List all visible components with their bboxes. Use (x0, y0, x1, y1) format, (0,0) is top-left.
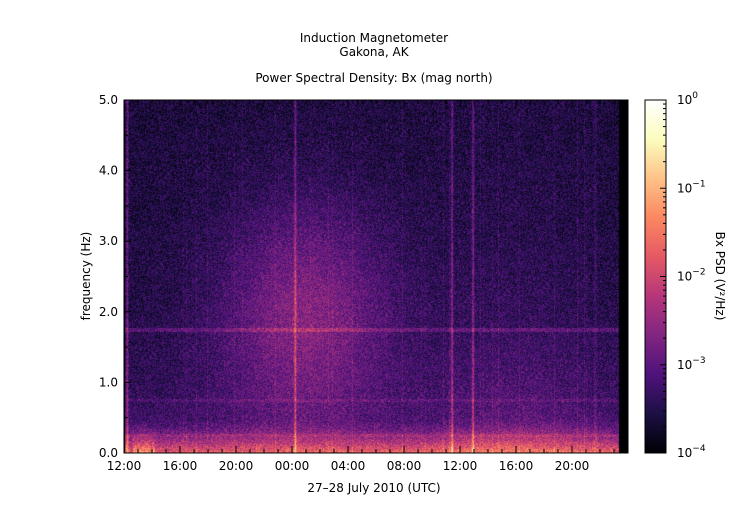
colorbar: 100 10−1 10−2 10−3 10−4 (644, 91, 706, 460)
x-tick-label: 20:00 (219, 459, 254, 473)
y-axis-label: frequency (Hz) (79, 232, 93, 321)
title-location: Gakona, AK (339, 45, 409, 59)
chart-subtitle: Power Spectral Density: Bx (mag north) (255, 71, 492, 85)
colorbar-tick-label: 100 (677, 91, 698, 107)
title-instrument: Induction Magnetometer (300, 31, 448, 45)
x-tick-label: 12:00 (443, 459, 478, 473)
y-tick-label: 5.0 (99, 93, 118, 107)
colorbar-tick-label: 10−1 (677, 179, 706, 195)
y-tick-label: 4.0 (99, 164, 118, 178)
colorbar-tick-label: 10−2 (677, 268, 706, 284)
colorbar-tick-label: 10−3 (677, 356, 706, 372)
x-tick-label: 04:00 (331, 459, 366, 473)
plot-area (123, 99, 629, 454)
y-axis: 0.0 1.0 2.0 3.0 4.0 5.0 (99, 93, 628, 460)
x-tick-label: 12:00 (107, 459, 142, 473)
spectrogram-image (124, 100, 628, 453)
x-tick-label: 00:00 (275, 459, 310, 473)
y-tick-label: 2.0 (99, 305, 118, 319)
y-tick-label: 0.0 (99, 446, 118, 460)
y-tick-label: 3.0 (99, 234, 118, 248)
colorbar-tick-label: 10−4 (677, 444, 706, 460)
x-tick-label: 20:00 (555, 459, 590, 473)
x-tick-label: 16:00 (163, 459, 198, 473)
x-tick-label: 08:00 (387, 459, 422, 473)
y-tick-label: 1.0 (99, 375, 118, 389)
x-tick-label: 16:00 (499, 459, 534, 473)
x-axis-label: 27–28 July 2010 (UTC) (307, 481, 440, 495)
x-axis: 12:00 16:00 20:00 00:00 04:00 08:00 12:00 16:00… (107, 100, 629, 473)
colorbar-label: Bx PSD (V²/Hz) (713, 232, 727, 321)
